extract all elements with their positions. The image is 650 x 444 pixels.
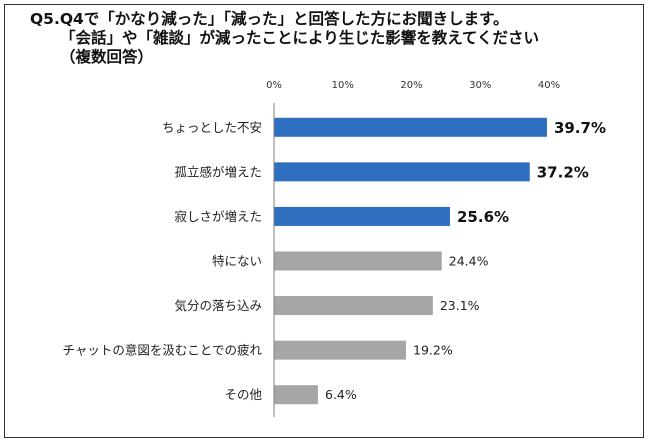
- chart-title: Q5.Q4で「かなり減った」「減った」と回答した方にお聞きします。 「会話」や「…: [30, 10, 630, 67]
- category-label: 寂しさが増えた: [174, 209, 262, 224]
- category-label: ちょっとした不安: [162, 120, 262, 135]
- bar: [274, 162, 530, 182]
- x-tick-label: 30%: [469, 80, 491, 91]
- bar: [274, 251, 442, 271]
- bar: [274, 340, 406, 360]
- value-label: 37.2%: [537, 163, 589, 181]
- value-label: 39.7%: [554, 119, 606, 137]
- category-label: 気分の落ち込み: [174, 298, 262, 313]
- title-line-3: （複数回答）: [60, 48, 154, 66]
- value-label: 23.1%: [440, 298, 480, 313]
- bar: [274, 117, 547, 137]
- value-label: 25.6%: [457, 208, 509, 226]
- title-line-2: 「会話」や「雑談」が減ったことにより生じた影響を教えてください: [60, 29, 539, 47]
- value-label: 24.4%: [449, 254, 489, 269]
- value-label: 6.4%: [325, 387, 357, 402]
- x-tick-label: 20%: [400, 80, 422, 91]
- x-tick-label: 40%: [538, 80, 560, 91]
- category-label: チャットの意図を汲むことでの疲れ: [62, 343, 262, 358]
- bar: [274, 385, 318, 405]
- x-tick-label: 0%: [266, 80, 282, 91]
- category-label: その他: [224, 387, 262, 402]
- category-label: 特にない: [212, 254, 262, 269]
- x-tick-label: 10%: [332, 80, 354, 91]
- value-label: 19.2%: [413, 343, 453, 358]
- title-line-1: Q5.Q4で「かなり減った」「減った」と回答した方にお聞きします。: [30, 10, 509, 28]
- bar: [274, 206, 450, 226]
- category-label: 孤立感が増えた: [174, 164, 262, 179]
- bar: [274, 296, 433, 316]
